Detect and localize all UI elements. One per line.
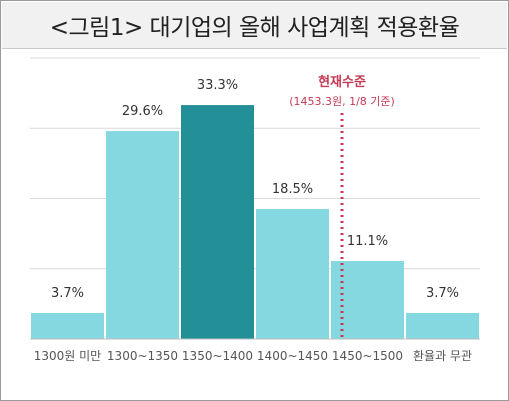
category-label: 1350~1400	[182, 349, 253, 363]
title-band: <그림1> 대기업의 올해 사업계획 적용환율	[2, 2, 507, 49]
bar	[106, 131, 179, 339]
value-label: 33.3%	[197, 78, 238, 93]
category-label: 1300원 미만	[34, 349, 101, 363]
category-label: 1300~1350	[107, 349, 178, 363]
value-label: 18.5%	[272, 182, 313, 197]
category-label: 1400~1450	[257, 349, 328, 363]
annotation-sublabel: (1453.3원, 1/8 기준)	[289, 95, 395, 108]
value-label: 3.7%	[51, 286, 84, 301]
bar	[181, 105, 254, 339]
value-label: 3.7%	[426, 286, 459, 301]
bar	[406, 313, 479, 339]
category-label: 1450~1500	[332, 349, 403, 363]
category-label: 환율과 무관	[413, 349, 472, 363]
annotation-label: 현재수준	[318, 74, 366, 90]
bar	[31, 313, 104, 339]
value-label: 11.1%	[347, 234, 388, 249]
bar	[256, 209, 329, 339]
value-label: 29.6%	[122, 104, 163, 119]
chart-title: <그림1> 대기업의 올해 사업계획 적용환율	[49, 15, 460, 41]
